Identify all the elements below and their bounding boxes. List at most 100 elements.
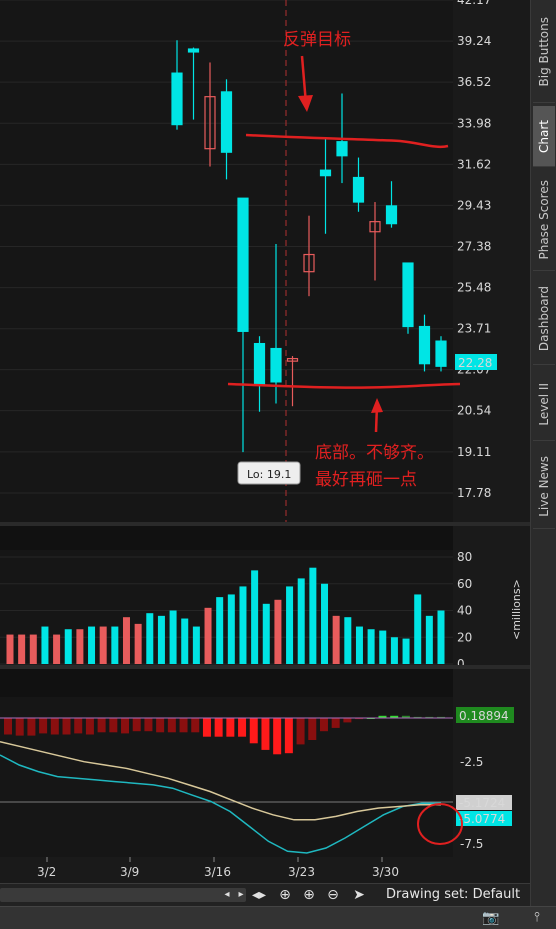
volume-bar xyxy=(228,594,235,664)
volume-unit: <millions> xyxy=(510,579,523,640)
price-tick-label: 17.78 xyxy=(457,486,491,500)
scroll-left-icon[interactable]: ◂ xyxy=(220,886,234,904)
macd-histogram-bar xyxy=(297,718,305,744)
drawing-set-label[interactable]: Drawing set: Default xyxy=(386,887,520,902)
macd-tick-low: -7.5 xyxy=(460,837,483,851)
price-tick-label: 23.71 xyxy=(457,322,491,336)
date-label: 3/2 xyxy=(37,865,56,879)
macd-slow-value: -5.1724 xyxy=(459,796,505,810)
candle[interactable] xyxy=(436,336,446,371)
price-tick-label: 42.17 xyxy=(457,0,491,7)
macd-fast-value: -5.0774 xyxy=(459,812,505,826)
volume-bar xyxy=(344,617,351,664)
tab-level-ii[interactable]: Level II xyxy=(533,368,555,441)
price-tick-label: 25.48 xyxy=(457,281,491,295)
price-tick-label: 20.54 xyxy=(457,404,491,418)
price-tick-label: 36.52 xyxy=(457,75,491,89)
volume-bar xyxy=(170,611,177,665)
tab-phase-scores[interactable]: Phase Scores xyxy=(533,170,555,271)
volume-bar xyxy=(65,629,72,664)
macd-histogram-bar xyxy=(74,718,82,733)
low-label: Lo: 19.1 xyxy=(247,468,291,481)
volume-bar xyxy=(216,597,223,664)
macd-histogram-bar xyxy=(203,718,211,737)
crosshair-icon[interactable]: ⊕ xyxy=(278,886,292,904)
right-sidebar: Big Buttons Chart Phase Scores Dashboard… xyxy=(530,0,556,906)
annotation-target: 反弹目标 xyxy=(283,30,351,50)
volume-bar xyxy=(205,608,212,664)
chart-area[interactable]: 42.17 39.24 36.52 33.98 31.62 29.43 27.38 25.48… xyxy=(0,0,530,883)
macd-histogram-bar xyxy=(109,718,117,732)
macd-histogram-bar xyxy=(133,718,141,731)
tab-big-buttons[interactable]: Big Buttons xyxy=(533,2,555,103)
macd-histogram-bar xyxy=(273,718,281,754)
volume-tick-label: 60 xyxy=(457,577,472,591)
macd-tick-mid: -2.5 xyxy=(460,755,483,769)
time-scrollbar[interactable] xyxy=(0,888,246,902)
macd-histogram-bar xyxy=(86,718,94,735)
pointer-icon[interactable]: ➤ xyxy=(352,886,366,904)
volume-bar xyxy=(100,627,107,664)
macd-histogram-bar xyxy=(4,718,12,735)
volume-bar xyxy=(333,616,340,664)
annotation-bottom-line1: 底部。不够齐。 xyxy=(315,443,434,463)
tab-live-news[interactable]: Live News xyxy=(533,444,555,529)
macd-histogram-bar xyxy=(98,718,106,732)
date-label: 3/23 xyxy=(288,865,315,879)
macd-histogram-bar xyxy=(261,718,269,750)
bottom-toolbar: ◂ ▸ ◂▸ ⊕ ⊕ ⊖ ➤ Drawing set: Default xyxy=(0,883,530,907)
date-label: 3/16 xyxy=(204,865,231,879)
macd-histogram-bar xyxy=(27,718,35,736)
macd-histogram-bar xyxy=(121,718,129,733)
volume-bar xyxy=(53,635,60,664)
camera-icon[interactable]: 📷 xyxy=(482,909,499,927)
macd-histogram-bar xyxy=(226,718,234,737)
macd-histogram-bar xyxy=(51,718,59,735)
annotation-bottom-line2: 最好再砸一点 xyxy=(315,470,417,490)
price-tick-label: 27.38 xyxy=(457,240,491,254)
price-tick-label: 29.43 xyxy=(457,198,491,212)
volume-bar xyxy=(379,631,386,664)
price-tick-label: 31.62 xyxy=(457,157,491,171)
price-tick-label: 19.11 xyxy=(457,445,491,459)
macd-histogram-bar xyxy=(144,718,152,731)
tab-chart[interactable]: Chart xyxy=(533,106,555,167)
volume-bar xyxy=(368,629,375,664)
macd-histogram-bar xyxy=(343,718,351,722)
price-badge-value: 22.28 xyxy=(458,356,492,370)
volume-bar xyxy=(135,624,142,664)
volume-bar xyxy=(356,627,363,664)
zoom-out-icon[interactable]: ⊖ xyxy=(326,886,340,904)
macd-histogram-bar xyxy=(332,718,340,728)
macd-histogram-bar xyxy=(285,718,293,753)
price-tick-label: 39.24 xyxy=(457,34,491,48)
volume-bar xyxy=(18,635,25,664)
macd-histogram-bar xyxy=(16,718,24,736)
volume-bar xyxy=(309,568,316,664)
macd-histogram-bar xyxy=(180,718,188,732)
volume-bar xyxy=(391,637,398,664)
date-label: 3/30 xyxy=(372,865,399,879)
expand-horizontal-icon[interactable]: ◂▸ xyxy=(252,886,266,904)
pin-icon[interactable]: ⫯ xyxy=(530,909,544,927)
scroll-right-icon[interactable]: ▸ xyxy=(234,886,248,904)
candle[interactable] xyxy=(403,263,413,334)
price-tick-label: 33.98 xyxy=(457,116,491,130)
macd-histogram-bar xyxy=(250,718,258,743)
volume-bar xyxy=(111,627,118,664)
date-label: 3/9 xyxy=(120,865,139,879)
macd-histogram-bar xyxy=(320,718,328,731)
zoom-in-icon[interactable]: ⊕ xyxy=(302,886,316,904)
macd-value: 0.18894 xyxy=(459,709,509,723)
volume-bar xyxy=(286,586,293,664)
macd-histogram-bar xyxy=(39,718,47,733)
macd-histogram-bar xyxy=(168,718,176,732)
macd-histogram-bar xyxy=(215,718,223,737)
volume-bar xyxy=(7,635,14,664)
macd-histogram-bar xyxy=(238,718,246,737)
volume-bar xyxy=(438,611,445,665)
volume-bar xyxy=(403,639,410,664)
volume-bar xyxy=(414,594,421,664)
volume-bar xyxy=(426,616,433,664)
tab-dashboard[interactable]: Dashboard xyxy=(533,274,555,365)
